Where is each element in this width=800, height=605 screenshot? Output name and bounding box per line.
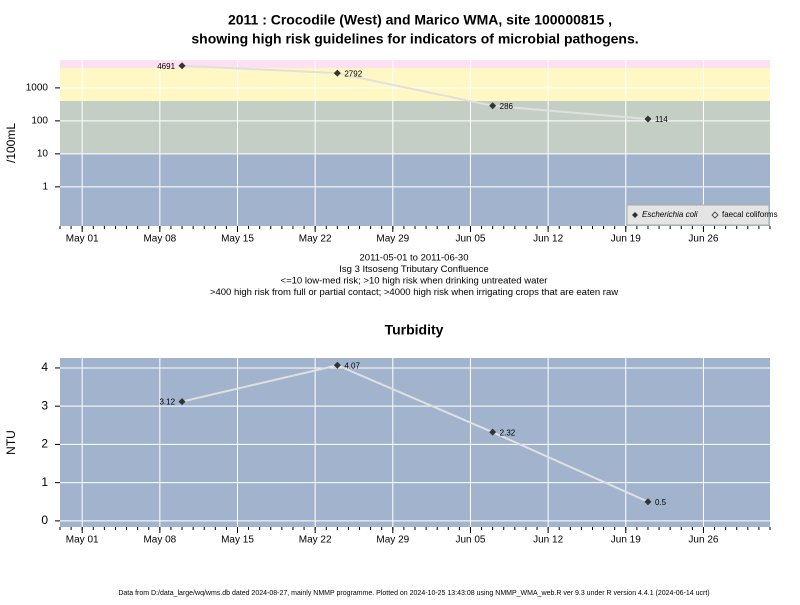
y-axis-label: NTU — [4, 430, 18, 455]
chart-subtitle: showing high risk guidelines for indicat… — [191, 31, 638, 47]
y-axis-label: /100mL — [4, 123, 18, 163]
x-tick-label: May 15 — [221, 535, 254, 546]
risk-band — [60, 60, 770, 69]
x-tick-label: Jun 12 — [533, 234, 563, 245]
x-tick-label: May 08 — [143, 234, 176, 245]
y-tick-label: 0 — [41, 513, 48, 527]
note: Isg 3 Itsoseng Tributary Confluence — [339, 264, 488, 275]
x-tick-label: Jun 12 — [533, 535, 563, 546]
risk-band — [60, 101, 770, 154]
x-tick-label: May 15 — [221, 234, 254, 245]
x-tick-label: Jun 05 — [455, 234, 485, 245]
marker — [489, 102, 497, 110]
y-tick-label: 10 — [37, 148, 49, 159]
marker — [644, 115, 652, 123]
legend — [626, 204, 770, 226]
legend-label: faecal coliforms — [722, 210, 778, 219]
x-tick-label: May 01 — [66, 535, 99, 546]
value-label: 2.32 — [500, 428, 516, 437]
x-tick-label: Jun 26 — [688, 234, 718, 245]
note: 2011-05-01 to 2011-06-30 — [360, 253, 469, 264]
note: <=10 low-med risk; >10 high risk when dr… — [281, 276, 548, 287]
marker — [178, 398, 186, 406]
x-tick-label: May 22 — [299, 234, 332, 245]
y-tick-label: 1 — [41, 475, 48, 489]
marker — [333, 361, 341, 369]
value-label: 4691 — [157, 62, 175, 71]
y-tick-label: 100 — [31, 116, 48, 127]
legend-label: Escherichia coli — [642, 210, 698, 219]
footer: Data from D:/data_large/wq/wms.db dated … — [118, 590, 709, 597]
x-tick-label: Jun 19 — [611, 234, 641, 245]
series-line — [181, 364, 649, 503]
marker — [644, 498, 652, 506]
x-tick-label: May 29 — [376, 234, 409, 245]
value-label: 114 — [655, 115, 668, 124]
value-label: 2792 — [344, 69, 362, 78]
legend-marker — [632, 212, 638, 218]
y-tick-label: 2 — [41, 437, 48, 451]
note: >400 high risk from full or partial cont… — [210, 287, 618, 298]
legend-marker — [711, 211, 719, 219]
x-tick-label: May 08 — [143, 535, 176, 546]
marker — [178, 62, 186, 70]
risk-band — [60, 68, 770, 102]
value-label: 4.07 — [344, 361, 360, 370]
marker — [489, 428, 497, 436]
value-label: 0.5 — [655, 498, 667, 507]
x-tick-label: Jun 05 — [455, 535, 485, 546]
x-tick-label: May 01 — [66, 234, 99, 245]
series-line — [181, 64, 649, 120]
y-tick-label: 1000 — [26, 83, 49, 94]
x-tick-label: May 29 — [376, 535, 409, 546]
x-tick-label: Jun 26 — [688, 535, 718, 546]
value-label: 286 — [500, 102, 514, 111]
y-tick-label: 1 — [42, 181, 48, 192]
y-tick-label: 3 — [41, 398, 48, 412]
chart-title: Turbidity — [385, 322, 444, 338]
x-tick-label: May 22 — [299, 535, 332, 546]
plot-background — [60, 358, 770, 527]
marker — [333, 69, 341, 77]
value-label: 3.12 — [159, 398, 175, 407]
y-tick-label: 4 — [41, 360, 48, 374]
chart-title: 2011 : Crocodile (West) and Marico WMA, … — [228, 12, 612, 28]
x-tick-label: Jun 19 — [611, 535, 641, 546]
